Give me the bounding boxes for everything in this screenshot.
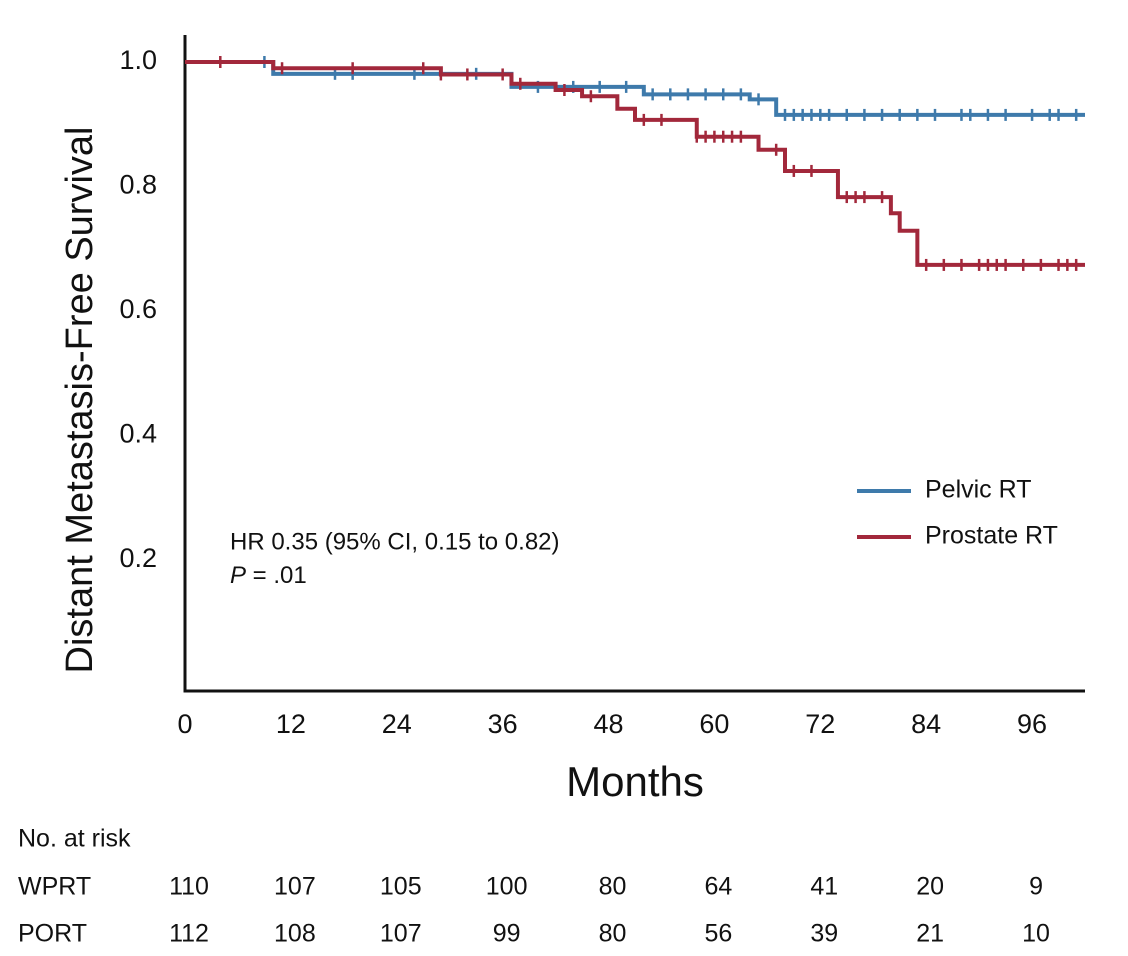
annotation: HR 0.35 (95% CI, 0.15 to 0.82) — [230, 528, 560, 555]
x-tick-label: 72 — [805, 709, 835, 739]
y-tick-label: 0.8 — [119, 170, 157, 200]
x-axis-label: Months — [566, 758, 704, 805]
risk-value: 10 — [1022, 920, 1050, 948]
legend-label: Pelvic RT — [925, 476, 1032, 504]
x-tick-label: 60 — [699, 709, 729, 739]
risk-value: 56 — [705, 920, 733, 948]
x-tick-label: 48 — [594, 709, 624, 739]
survival-curve — [185, 60, 1085, 117]
risk-value: 105 — [380, 873, 422, 901]
annotation: = .01 — [246, 562, 307, 589]
risk-row-label: WPRT — [18, 873, 91, 901]
x-tick-label: 24 — [382, 709, 412, 739]
y-tick-label: 0.6 — [119, 294, 157, 324]
y-tick-label: 0.2 — [119, 543, 157, 573]
risk-value: 9 — [1029, 873, 1043, 901]
x-tick-label: 36 — [488, 709, 518, 739]
risk-value: 100 — [486, 873, 528, 901]
x-tick-label: 84 — [911, 709, 941, 739]
risk-value: 99 — [493, 920, 521, 948]
y-tick-label: 1.0 — [119, 45, 157, 75]
survival-curve — [185, 60, 1085, 267]
risk-value: 110 — [169, 873, 209, 901]
x-tick-label: 0 — [177, 709, 192, 739]
risk-table-title: No. at risk — [18, 825, 131, 853]
risk-value: 20 — [916, 873, 944, 901]
risk-value: 21 — [916, 920, 944, 948]
risk-value: 108 — [274, 920, 316, 948]
risk-row-label: PORT — [18, 920, 87, 948]
annotation-italic: P — [230, 562, 246, 589]
risk-value: 80 — [599, 873, 627, 901]
risk-value: 112 — [169, 920, 209, 948]
legend-label: Prostate RT — [925, 522, 1058, 550]
risk-value: 39 — [810, 920, 838, 948]
y-tick-label: 0.4 — [119, 419, 157, 449]
risk-value: 107 — [274, 873, 316, 901]
x-tick-label: 96 — [1017, 709, 1047, 739]
annotation: P = .01 — [230, 562, 307, 589]
risk-value: 64 — [705, 873, 733, 901]
risk-value: 107 — [380, 920, 422, 948]
risk-value: 41 — [810, 873, 838, 901]
x-tick-label: 12 — [276, 709, 306, 739]
risk-value: 80 — [599, 920, 627, 948]
y-axis-label: Distant Metastasis-Free Survival — [59, 127, 101, 674]
